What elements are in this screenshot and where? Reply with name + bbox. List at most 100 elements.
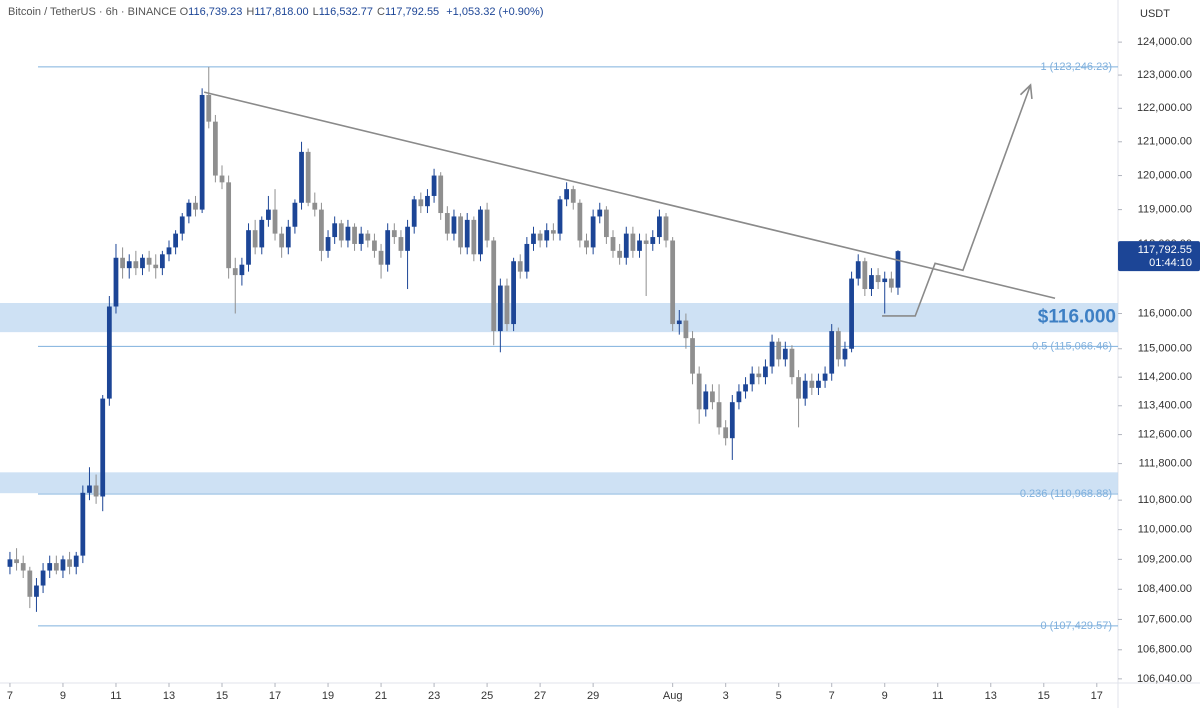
x-tick-label: 9: [882, 690, 888, 702]
y-tick-label: 124,000.00: [1137, 36, 1192, 48]
candle-body: [842, 348, 848, 360]
candle-body: [862, 261, 868, 290]
price-tag: [1118, 241, 1200, 272]
candle-body: [809, 380, 815, 388]
candle-body: [299, 151, 304, 203]
candle-body: [285, 226, 291, 248]
candle-body: [570, 189, 576, 203]
candle-body: [723, 427, 729, 439]
candle-body: [438, 175, 444, 214]
candle-body: [524, 243, 530, 272]
y-tick-label: 108,400.00: [1137, 583, 1192, 595]
candles: [7, 66, 901, 612]
candle-body: [431, 175, 437, 196]
x-tick-label: 7: [7, 690, 13, 702]
candle-body: [749, 373, 755, 385]
candle-body: [305, 151, 311, 203]
field-label: L: [312, 6, 319, 18]
candle-body: [173, 233, 179, 248]
projection-path: [882, 84, 1032, 317]
candle-body: [405, 226, 410, 251]
candle-body: [478, 209, 483, 255]
candle-body: [491, 240, 497, 332]
candle-body: [279, 233, 285, 248]
trendline: [203, 91, 1056, 300]
candle-body: [239, 264, 245, 276]
x-tick-label: 23: [428, 690, 440, 702]
candle-body: [159, 254, 165, 269]
candle-body: [511, 261, 516, 325]
field-value: 117,792.55: [384, 6, 440, 18]
candle-body: [391, 230, 397, 238]
candle-body: [690, 338, 695, 374]
y-tick-label: 113,400.00: [1138, 400, 1192, 412]
candle-body: [531, 233, 536, 244]
x-tick-label: 7: [829, 690, 835, 702]
candle-body: [113, 257, 119, 307]
fib-label: 0.5 (115,066.46): [1032, 340, 1112, 352]
candle-body: [835, 331, 841, 360]
candle-body: [358, 233, 364, 244]
candle-body: [338, 223, 344, 241]
candle-body: [232, 268, 238, 276]
candle-body: [789, 348, 795, 378]
candle-body: [272, 209, 278, 234]
x-tick-label: 9: [60, 690, 66, 702]
y-tick-label: 123,000.00: [1137, 69, 1192, 81]
y-tick-label: 110,000.00: [1138, 524, 1192, 536]
candle-body: [312, 202, 318, 210]
candle-body: [676, 320, 682, 325]
candle-body: [537, 233, 543, 241]
fib-label: 0.236 (110,968.88): [1020, 488, 1112, 500]
price-tag-label: 117,792.55: [1138, 244, 1192, 256]
x-tick-label: 11: [932, 690, 943, 702]
field-label: C: [376, 6, 385, 18]
y-tick-label: 116,000.00: [1138, 307, 1192, 319]
x-tick-label: 15: [216, 690, 228, 702]
candle-body: [822, 373, 828, 381]
candle-body: [882, 278, 888, 283]
candle-body: [226, 182, 232, 269]
candle-body: [425, 195, 430, 207]
x-tick-label: 13: [985, 690, 997, 702]
candle-body: [34, 585, 39, 597]
x-tick-label: 17: [1091, 690, 1103, 702]
candle-body: [888, 278, 894, 288]
candle-body: [650, 237, 656, 244]
candle-body: [623, 233, 629, 258]
y-tick-label: 115,000.00: [1138, 343, 1192, 355]
zone-label: $116.000: [1038, 307, 1116, 328]
candle-body: [743, 384, 748, 392]
candle-body: [14, 559, 19, 564]
candle-body: [829, 331, 835, 374]
candle-body: [179, 216, 185, 234]
candle-body: [802, 380, 808, 399]
field-value: 117,818.00: [254, 6, 309, 18]
candle-body: [849, 278, 854, 349]
ohlc-fields: O116,739.23 H117,818.00 L116,532.77 C117,79…: [180, 6, 444, 18]
candle-body: [246, 230, 251, 265]
candle-body: [869, 275, 874, 290]
currency: USDT: [1140, 8, 1170, 20]
header: Bitcoin / TetherUS · 6h · BINANCE O116,7…: [8, 6, 548, 18]
candle-body: [710, 391, 715, 403]
candle-body: [332, 223, 338, 238]
candle-body: [610, 237, 616, 251]
candle-body: [252, 230, 258, 248]
candle-body: [398, 237, 404, 251]
candle-body: [100, 398, 106, 497]
candle-body: [140, 257, 145, 269]
candle-body: [325, 237, 331, 251]
candle-body: [584, 240, 589, 248]
candle-body: [597, 209, 603, 217]
y-tick-label: 106,800.00: [1137, 644, 1192, 656]
arrowhead: [1019, 83, 1033, 100]
candle-body: [199, 94, 205, 210]
candle-body: [451, 216, 457, 234]
candle-body: [292, 202, 298, 227]
candle-body: [637, 240, 642, 251]
candle-body: [7, 559, 13, 567]
x-tick-label: 27: [534, 690, 546, 702]
x-tick-label: 13: [163, 690, 175, 702]
candle-body: [464, 219, 470, 248]
